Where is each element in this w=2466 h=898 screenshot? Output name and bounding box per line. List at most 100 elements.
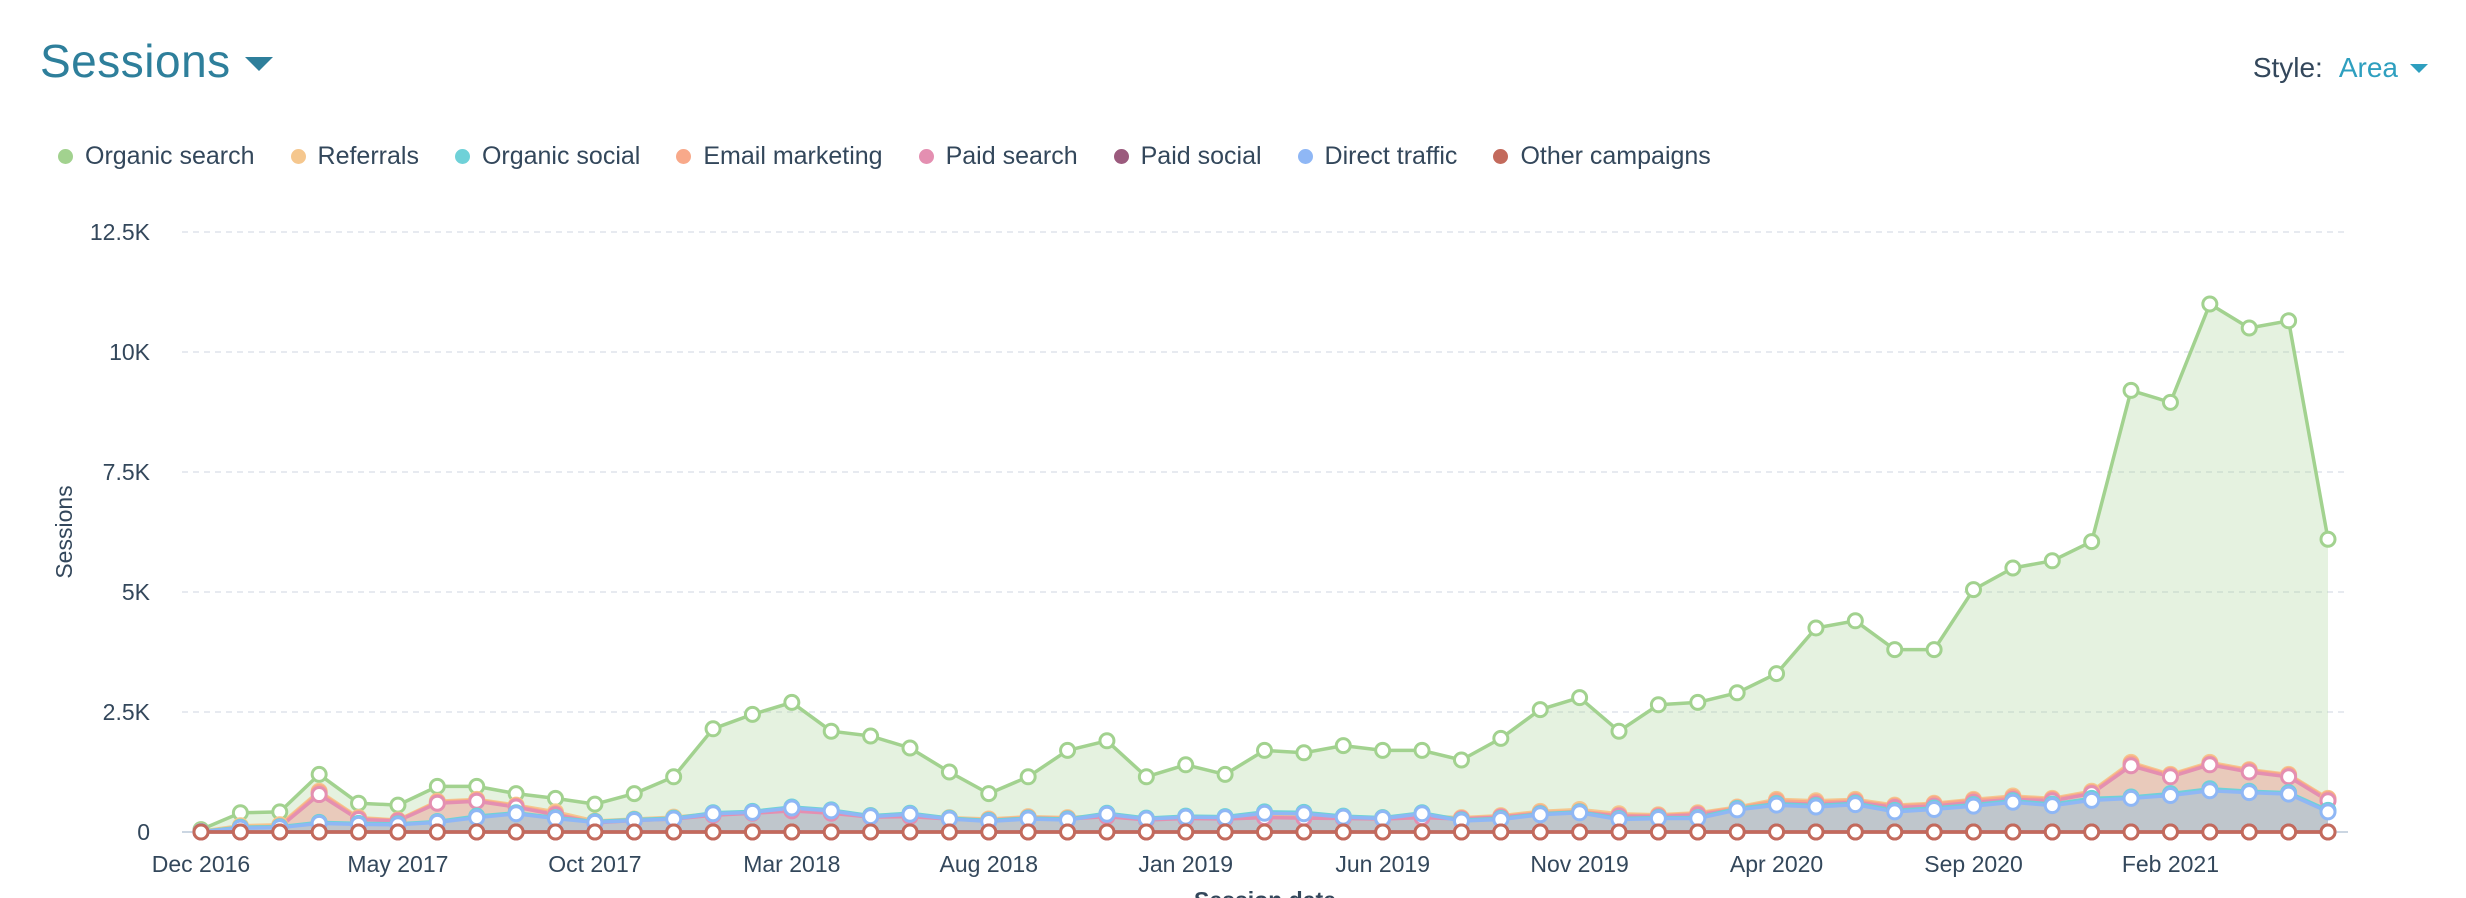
legend-item-paid-social[interactable]: Paid social — [1113, 142, 1262, 171]
y-tick-label: 0 — [137, 819, 150, 845]
x-axis-title: Session date — [1194, 887, 1336, 898]
data-point — [1807, 619, 1825, 637]
legend-item-organic-social[interactable]: Organic social — [454, 142, 640, 171]
data-point — [625, 823, 643, 841]
data-point — [192, 823, 210, 841]
data-point — [1374, 741, 1392, 759]
data-point — [1216, 765, 1234, 783]
data-point — [428, 794, 446, 812]
data-point — [468, 792, 486, 810]
area-organic-search — [201, 304, 2328, 832]
data-point — [2280, 768, 2298, 786]
data-point — [271, 823, 289, 841]
data-point — [1531, 823, 1549, 841]
data-point — [231, 823, 249, 841]
data-point — [1295, 823, 1313, 841]
legend-dot-icon — [454, 149, 470, 164]
data-point — [1137, 823, 1155, 841]
data-point — [2201, 782, 2219, 800]
x-tick-label: Mar 2018 — [743, 851, 840, 877]
data-point — [1374, 810, 1392, 828]
data-point — [586, 795, 604, 813]
legend-item-paid-search[interactable]: Paid search — [918, 142, 1078, 171]
data-point — [1610, 823, 1628, 841]
data-point — [704, 720, 722, 738]
data-point — [2161, 768, 2179, 786]
x-tick-label: May 2017 — [347, 851, 448, 877]
data-point — [1492, 729, 1510, 747]
data-point — [704, 805, 722, 823]
data-point — [1925, 641, 1943, 659]
x-tick-label: Dec 2016 — [152, 851, 250, 877]
data-point — [507, 805, 525, 823]
data-point — [1728, 823, 1746, 841]
data-point — [1137, 768, 1155, 786]
data-point — [1334, 823, 1352, 841]
data-point — [665, 823, 683, 841]
data-point — [1295, 744, 1313, 762]
legend-item-other-campaigns[interactable]: Other campaigns — [1493, 142, 1711, 171]
legend-dot-icon — [290, 149, 306, 164]
data-point — [350, 823, 368, 841]
data-point — [1965, 581, 1982, 599]
legend-item-email-marketing[interactable]: Email marketing — [676, 142, 883, 171]
data-point — [1452, 751, 1470, 769]
data-point — [1610, 722, 1628, 740]
data-point — [743, 823, 761, 841]
data-point — [625, 785, 643, 803]
data-point — [2122, 789, 2140, 807]
data-point — [1019, 768, 1037, 786]
data-point — [428, 777, 446, 795]
x-tick-label: Oct 2017 — [548, 851, 641, 877]
data-point — [1768, 796, 1786, 814]
y-tick-label: 10K — [109, 339, 151, 365]
x-tick-label: Sep 2020 — [1924, 851, 2022, 877]
caret-down-icon[interactable] — [2410, 63, 2428, 73]
data-point — [1177, 756, 1195, 774]
data-point — [2240, 763, 2258, 781]
data-point — [2004, 559, 2022, 577]
area-direct-traffic — [201, 790, 2328, 832]
data-point — [1728, 801, 1746, 819]
data-point — [1807, 823, 1825, 841]
data-point — [1846, 823, 1864, 841]
data-point — [2319, 803, 2337, 821]
data-point — [743, 803, 761, 821]
data-point — [2043, 823, 2061, 841]
data-point — [2201, 756, 2219, 774]
x-tick-label: Aug 2018 — [940, 851, 1038, 877]
data-point — [1768, 823, 1786, 841]
data-point — [2161, 787, 2179, 805]
data-point — [2083, 823, 2101, 841]
data-point — [2161, 823, 2179, 841]
legend-item-referrals[interactable]: Referrals — [290, 142, 419, 171]
data-point — [1059, 823, 1077, 841]
data-point — [389, 796, 407, 814]
data-point — [1216, 823, 1234, 841]
area-organic-social — [201, 788, 2328, 832]
data-point — [665, 768, 683, 786]
data-point — [2319, 530, 2337, 548]
data-point — [2280, 785, 2298, 803]
legend-item-direct-traffic[interactable]: Direct traffic — [1297, 142, 1457, 171]
chart-legend: Organic search Referrals Organic social … — [58, 142, 1747, 171]
legend-dot-icon — [1113, 149, 1129, 164]
data-point — [1649, 696, 1667, 714]
caret-down-icon[interactable] — [244, 57, 273, 71]
page-title: Sessions — [40, 35, 231, 87]
data-point — [1925, 800, 1943, 818]
legend-dot-icon — [1493, 149, 1509, 164]
style-value-dropdown[interactable]: Area — [2338, 52, 2398, 83]
data-point — [468, 809, 486, 827]
legend-item-organic-search[interactable]: Organic search — [58, 142, 255, 171]
data-point — [1649, 810, 1667, 828]
legend-label: Paid social — [1140, 142, 1262, 170]
data-point — [901, 739, 919, 757]
legend-dot-icon — [58, 149, 73, 164]
data-point — [428, 823, 446, 841]
x-tick-label: Jan 2019 — [1138, 851, 1233, 877]
data-point — [547, 823, 564, 841]
style-selector[interactable]: Style: Area — [2253, 52, 2428, 84]
report-title-dropdown[interactable]: Sessions — [40, 34, 273, 88]
